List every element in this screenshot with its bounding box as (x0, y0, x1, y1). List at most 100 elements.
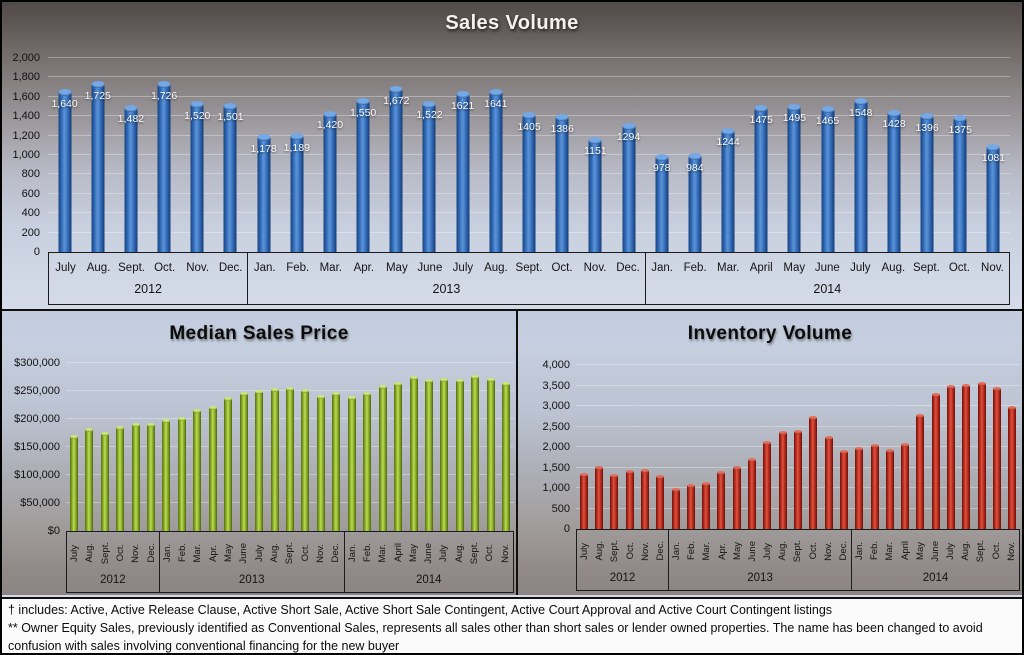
month-label: Oct. (551, 261, 573, 274)
year-label: 2013 (238, 574, 265, 586)
month-label: Mar. (377, 543, 389, 563)
bar (717, 470, 726, 529)
month-row: Jan. Feb. Mar. Apr. May June July Aug. Sept. Oct.… (669, 530, 851, 572)
month-row: Jan. Feb. Mar. April May June July Aug. Sept. Oct… (345, 532, 513, 574)
month-label: Dec. (654, 541, 666, 561)
bar-value-label: 1,725 (84, 89, 111, 102)
bar (855, 447, 864, 529)
bar: 1151 (584, 136, 607, 252)
bar: 1396 (915, 113, 939, 252)
month-label: Oct. (624, 542, 636, 560)
bar-cap (316, 394, 325, 399)
bar-value-label: 1641 (484, 97, 508, 110)
bar-value-label: 1,501 (217, 111, 244, 124)
bar (993, 386, 1002, 529)
month-label: Sept. (118, 261, 145, 274)
bar-cap (502, 382, 511, 387)
gridline (576, 405, 1020, 406)
bar-cap (193, 409, 202, 414)
bar: 1375 (949, 115, 972, 252)
bar-cap (717, 470, 726, 475)
bar (193, 409, 202, 531)
bar: 1548 (849, 98, 872, 252)
bar (116, 425, 125, 531)
x-axis: July Aug. Sept. Oct. Nov. Dec. 2012 Jan. Feb. Mar… (48, 252, 1010, 305)
bar-cap (754, 105, 768, 113)
bar-cap (422, 100, 436, 108)
month-label: April (392, 543, 404, 563)
y-tick-label: $100,000 (14, 469, 60, 482)
bar: 1294 (617, 122, 640, 252)
year-label: 2012 (134, 282, 162, 296)
bar-cap (332, 391, 341, 396)
month-label: Nov. (583, 261, 607, 274)
bar-cap (58, 89, 72, 97)
bar (824, 435, 833, 529)
bar (286, 386, 294, 531)
y-axis: 0 500 1,000 1,500 2,000 2,500 3,000 3,500 4,000 (518, 359, 574, 535)
month-label: Sept. (515, 261, 543, 274)
y-tick-label: $150,000 (14, 441, 60, 453)
bar-value-label: 984 (686, 161, 704, 174)
month-label: June (417, 261, 443, 274)
bar (455, 379, 464, 531)
month-label: Aug. (86, 261, 111, 274)
gridline (576, 425, 1020, 427)
month-label: July (253, 544, 265, 562)
bar-cap (839, 450, 848, 455)
month-label: Aug. (777, 541, 789, 561)
month-label: Apr. (716, 542, 728, 560)
bar (255, 389, 264, 531)
month-label: Oct. (484, 544, 496, 562)
bar (594, 466, 603, 529)
month-label: Apr. (207, 544, 219, 562)
bar-cap (455, 379, 464, 384)
bar-cap (116, 425, 125, 430)
month-label: May (783, 261, 806, 274)
y-tick-label: 800 (21, 168, 40, 181)
month-row: July Aug. Sept. Oct. Nov. Dec. (49, 253, 247, 282)
bar-cap (901, 443, 910, 448)
bar-cap (555, 114, 569, 122)
gridline (576, 384, 1020, 386)
bar-value-label: 1081 (981, 152, 1006, 165)
bar (224, 397, 233, 531)
bar-cap (286, 386, 294, 391)
bar-cap (686, 484, 695, 489)
bar (100, 432, 109, 531)
bar-cap (257, 134, 271, 142)
month-label: Aug. (594, 541, 606, 561)
chart-title: Sales Volume (445, 12, 579, 34)
bar (409, 376, 418, 531)
year-group: Jan. Feb. Mar. Apr. May June July Aug. Sept. Oct.… (668, 530, 851, 590)
year-label: 2012 (609, 572, 636, 584)
bar (809, 416, 818, 529)
bar (177, 417, 186, 531)
bar-cap (977, 381, 986, 386)
bar-cap (85, 428, 94, 433)
bar: 1,550 (350, 98, 376, 252)
bar-cap (656, 474, 665, 479)
month-label: Aug. (881, 261, 906, 274)
x-axis: July Aug. Sept. Oct. Nov. Dec. 2012 Jan. Feb. Mar… (576, 529, 1020, 591)
month-label: Feb. (683, 261, 707, 274)
footnotes: † includes: Active, Active Release Claus… (2, 597, 1022, 653)
month-label: July (945, 542, 957, 560)
bar-cap (378, 385, 387, 390)
y-tick-label: 500 (551, 502, 570, 515)
bar (732, 466, 741, 529)
gridline (48, 76, 1010, 78)
bar-cap (239, 392, 248, 397)
bar (425, 379, 434, 531)
bar: 1,520 (184, 101, 210, 252)
bar-cap (622, 122, 636, 130)
bar-cap (146, 423, 155, 428)
bar-cap (157, 81, 171, 89)
bar-cap (323, 110, 337, 118)
bar (962, 383, 971, 529)
bar: 1428 (882, 109, 906, 252)
bar-value-label: 1,672 (383, 94, 410, 107)
bar-value-label: 1294 (616, 131, 641, 144)
bar: 1,189 (284, 133, 310, 252)
